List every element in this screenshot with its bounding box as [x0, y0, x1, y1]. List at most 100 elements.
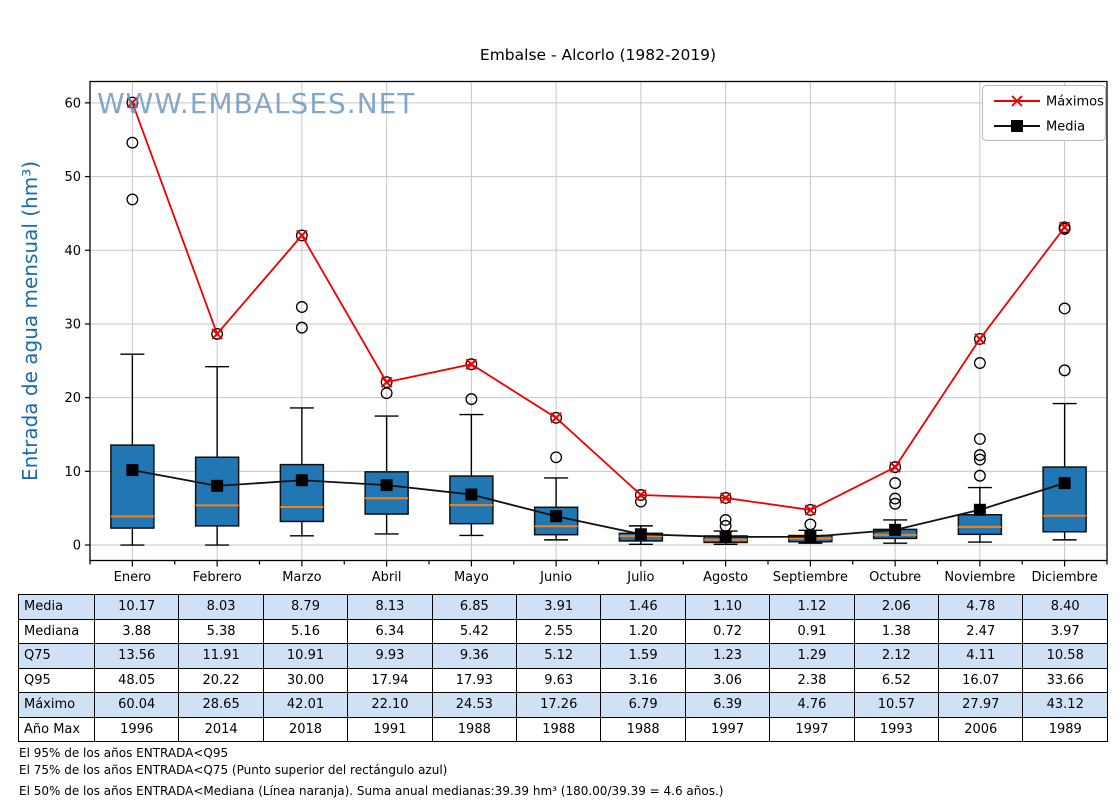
- table-row: Mediana 3.88 5.38 5.16 6.34 5.42 2.55 1.20 0.72 0…: [18, 618, 1108, 644]
- outlier-circle: [973, 469, 986, 482]
- table-cell: 60.04: [93, 692, 180, 718]
- table-cell: 2006: [938, 716, 1024, 742]
- table-row: Q95 48.05 20.22 30.00 17.94 17.93 9.63 3.16 3.06…: [18, 667, 1108, 693]
- table-cell: 2.06: [853, 594, 940, 620]
- outlier-circle: [889, 492, 902, 505]
- outlier-circle: [973, 453, 986, 466]
- max-x-marker: [635, 489, 647, 501]
- table-row-label: Máximo: [18, 692, 95, 718]
- outlier-circle: [126, 96, 139, 109]
- outlier-circle: [295, 321, 308, 334]
- x-tick-label: Julio: [626, 570, 654, 585]
- table-cell: 24.53: [431, 692, 518, 718]
- table-cell: 6.39: [684, 692, 771, 718]
- footnote-q75: El 75% de los años ENTRADA<Q75 (Punto su…: [19, 763, 448, 777]
- legend-x-marker-icon: [1011, 95, 1023, 107]
- mean-square-marker: [1058, 477, 1071, 490]
- mean-square-marker: [634, 528, 647, 541]
- mean-square-marker: [804, 530, 817, 543]
- table-cell: 4.11: [938, 643, 1024, 669]
- table-cell: 1988: [600, 716, 686, 742]
- outlier-circle: [295, 229, 308, 242]
- table-row: Q75 13.56 11.91 10.91 9.93 9.36 5.12 1.59 1.23 1.…: [18, 643, 1108, 669]
- mean-square-marker: [211, 479, 224, 492]
- max-x-marker: [804, 504, 817, 516]
- table-cell: 4.76: [769, 692, 855, 718]
- media-line: [132, 469, 1065, 538]
- outlier-circle: [550, 451, 563, 464]
- table-cell: 9.36: [431, 643, 518, 669]
- footnote-mediana: El 50% de los años ENTRADA<Mediana (Líne…: [19, 784, 724, 798]
- table-cell: 5.12: [516, 643, 602, 669]
- x-tick-label: Febrero: [193, 570, 242, 585]
- table-cell: 1996: [93, 716, 180, 742]
- max-x-marker: [550, 412, 562, 424]
- y-tick-label: 20: [64, 391, 81, 406]
- table-cell: 48.05: [93, 667, 180, 693]
- table-cell: 22.10: [347, 692, 433, 718]
- plot-border: [89, 80, 1108, 562]
- table-cell: 20.22: [178, 667, 264, 693]
- max-x-marker: [380, 376, 393, 388]
- outlier-circle: [126, 193, 139, 206]
- box: [1042, 466, 1087, 533]
- mean-square-marker: [380, 479, 393, 492]
- max-x-marker: [719, 492, 732, 504]
- table-cell: 10.17: [93, 594, 180, 620]
- table-cell: 9.63: [516, 667, 602, 693]
- table-cell: 6.85: [431, 594, 518, 620]
- table-cell: 6.52: [853, 667, 940, 693]
- boxplot-enero: [110, 96, 155, 546]
- table-cell: 33.66: [1022, 667, 1108, 693]
- table-cell: 9.93: [347, 643, 433, 669]
- table-cell: 2018: [262, 716, 349, 742]
- table-cell: 17.93: [431, 667, 518, 693]
- outlier-circle: [973, 357, 986, 369]
- plot-area: 0 10 20 30 40 50 60 Enero Febrero Marzo Abril Mayo J…: [64, 80, 1108, 585]
- outlier-circle: [465, 358, 478, 371]
- mean-square-marker: [973, 503, 986, 516]
- table-row-label: Mediana: [18, 618, 95, 644]
- table-cell: 0.72: [684, 618, 771, 644]
- table-cell: 2.55: [516, 618, 602, 644]
- y-axis-label: Entrada de agua mensual (hm³): [18, 161, 42, 481]
- table-cell: 6.34: [347, 618, 433, 644]
- table-cell: 1.38: [853, 618, 940, 644]
- x-tick-label: Marzo: [282, 570, 321, 585]
- max-x-marker: [126, 96, 139, 109]
- mean-square-marker: [295, 474, 308, 487]
- table-cell: 17.26: [516, 692, 602, 718]
- outlier-circle: [889, 461, 902, 474]
- legend-label-maximos: Máximos: [1046, 95, 1104, 110]
- table-cell: 3.88: [93, 618, 180, 644]
- table-cell: 8.79: [262, 594, 349, 620]
- outlier-circle: [126, 136, 139, 149]
- legend-label-media: Media: [1046, 120, 1085, 135]
- table-cell: 1989: [1022, 716, 1108, 742]
- table-cell: 5.42: [431, 618, 518, 644]
- maximos-line: [131, 102, 1066, 511]
- table-cell: 28.65: [178, 692, 264, 718]
- legend-square-marker-icon: [1011, 120, 1023, 132]
- table-row: Media 10.17 8.03 8.79 8.13 6.85 3.91 1.46 1.10 1.…: [18, 594, 1108, 620]
- table-cell: 2014: [178, 716, 264, 742]
- table-cell: 8.03: [178, 594, 264, 620]
- watermark: WWW.EMBALSES.NET: [97, 87, 415, 120]
- boxplot-chart: Embalse - Alcorlo (1982-2019) 0 10 20 30 40 5…: [18, 46, 1108, 585]
- outlier-circle: [804, 518, 817, 531]
- outlier-circle: [295, 301, 308, 313]
- x-tick-label: Noviembre: [944, 570, 1015, 585]
- outlier-circle: [973, 432, 986, 445]
- outlier-circle: [889, 477, 902, 490]
- table-cell: 3.91: [516, 594, 602, 620]
- table-cell: 1997: [684, 716, 771, 742]
- table-cell: 4.78: [938, 594, 1024, 620]
- x-tick-label: Septiembre: [773, 570, 848, 585]
- outlier-circle: [211, 327, 224, 340]
- table-cell: 1997: [769, 716, 855, 742]
- table-row-label: Año Max: [18, 716, 95, 742]
- max-x-marker: [1058, 221, 1071, 233]
- outlier-circle: [1058, 364, 1071, 377]
- outlier-circle: [550, 411, 563, 424]
- table-cell: 11.91: [178, 643, 264, 669]
